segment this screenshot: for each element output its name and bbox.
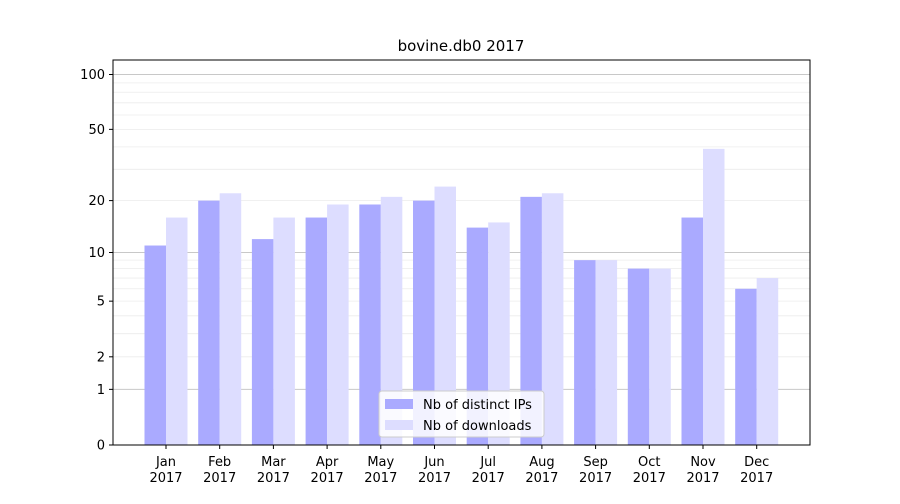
- x-tick-label: Dec 2017: [740, 455, 773, 486]
- bar-downloads: [273, 217, 295, 445]
- bar-downloads: [434, 186, 456, 445]
- y-tick-label: 2: [97, 350, 105, 365]
- legend-swatch: [385, 420, 413, 430]
- x-tick-label: May 2017: [364, 455, 397, 486]
- bar-distinct-ips: [574, 260, 596, 445]
- legend-swatch: [385, 399, 413, 409]
- x-tick-label: Feb 2017: [203, 455, 236, 486]
- y-tick-label: 100: [80, 68, 105, 83]
- y-axis: 0 1 2 5 10 20 50 100: [80, 68, 113, 454]
- chart-title: bovine.db0 2017: [398, 37, 525, 55]
- x-tick-label: Jul 2017: [472, 455, 505, 486]
- legend-box: [378, 390, 545, 438]
- bar-downloads: [219, 193, 242, 445]
- bar-downloads: [703, 148, 725, 445]
- plot-frame: [112, 59, 811, 446]
- bar-distinct-ips: [359, 204, 381, 445]
- x-tick-label: Apr 2017: [311, 455, 344, 486]
- bar-distinct-ips: [520, 196, 542, 445]
- bar-distinct-ips: [198, 200, 220, 445]
- bar-downloads: [380, 196, 403, 445]
- bar-downloads: [595, 260, 618, 445]
- bars: [144, 148, 779, 445]
- x-tick-label: Aug 2017: [525, 455, 558, 486]
- bar-distinct-ips: [681, 217, 703, 445]
- bar-downloads: [488, 222, 510, 445]
- x-tick-label: Nov 2017: [686, 455, 719, 486]
- bar-distinct-ips: [413, 200, 435, 445]
- x-tick-label: Oct 2017: [633, 455, 666, 486]
- x-tick-label: Mar 2017: [257, 455, 290, 486]
- legend-label: Nb of downloads: [423, 419, 532, 434]
- legend-label: Nb of distinct IPs: [423, 398, 532, 413]
- bar-distinct-ips: [627, 268, 650, 445]
- x-tick-label: Jun 2017: [418, 455, 451, 486]
- bar-distinct-ips: [305, 217, 328, 445]
- bar-downloads: [541, 193, 564, 445]
- bar-downloads: [166, 217, 188, 445]
- legend: Nb of distinct IPs Nb of downloads: [378, 390, 545, 438]
- x-tick-label: Sep 2017: [579, 455, 612, 486]
- bar-downloads: [327, 204, 349, 445]
- bar-distinct-ips: [735, 288, 757, 445]
- y-tick-label: 10: [88, 246, 105, 261]
- x-tick-label: Jan 2017: [149, 455, 182, 486]
- x-axis: Jan 2017 Feb 2017 Mar 2017 Apr 2017 May 2017 Jun 20…: [149, 445, 773, 486]
- bar-downloads: [756, 278, 779, 445]
- bar-distinct-ips: [251, 239, 274, 445]
- y-tick-label: 1: [97, 383, 105, 398]
- y-tick-label: 20: [88, 194, 105, 209]
- y-tick-label: 0: [97, 439, 105, 454]
- bar-downloads: [649, 268, 671, 445]
- y-tick-label: 50: [88, 123, 105, 138]
- y-tick-label: 5: [97, 295, 105, 310]
- bar-distinct-ips: [144, 245, 166, 445]
